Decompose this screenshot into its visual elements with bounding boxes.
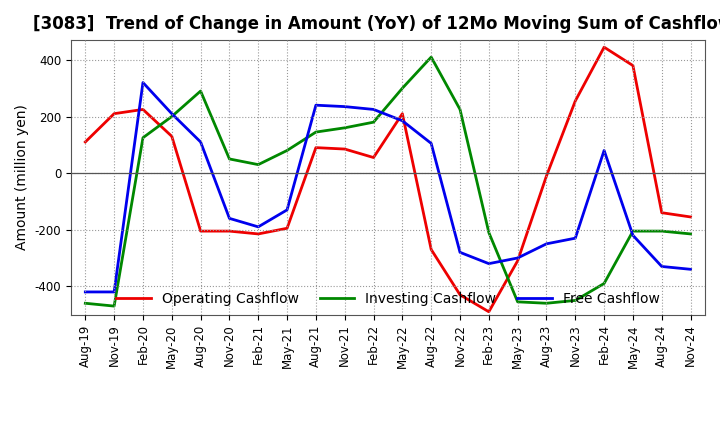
Operating Cashflow: [283, 226, 292, 231]
Investing Cashflow: [254, 162, 263, 167]
Investing Cashflow: [513, 299, 522, 304]
Free Cashflow: [571, 235, 580, 241]
Investing Cashflow: [629, 228, 637, 234]
Free Cashflow: [398, 118, 407, 123]
Free Cashflow: [139, 80, 148, 85]
Investing Cashflow: [456, 107, 464, 112]
Operating Cashflow: [629, 63, 637, 68]
Free Cashflow: [657, 264, 666, 269]
Operating Cashflow: [657, 210, 666, 215]
Investing Cashflow: [657, 228, 666, 234]
Line: Investing Cashflow: Investing Cashflow: [85, 57, 690, 306]
Free Cashflow: [427, 141, 436, 146]
Operating Cashflow: [513, 258, 522, 264]
Investing Cashflow: [542, 301, 551, 306]
Operating Cashflow: [197, 228, 205, 234]
Investing Cashflow: [312, 129, 320, 135]
Free Cashflow: [341, 104, 349, 109]
Investing Cashflow: [571, 298, 580, 303]
Line: Free Cashflow: Free Cashflow: [85, 83, 690, 292]
Operating Cashflow: [456, 292, 464, 297]
Investing Cashflow: [485, 230, 493, 235]
Free Cashflow: [369, 107, 378, 112]
Operating Cashflow: [168, 134, 176, 139]
Investing Cashflow: [427, 55, 436, 60]
Operating Cashflow: [571, 98, 580, 103]
Investing Cashflow: [600, 281, 608, 286]
Free Cashflow: [197, 139, 205, 145]
Line: Operating Cashflow: Operating Cashflow: [85, 47, 690, 312]
Investing Cashflow: [225, 156, 234, 161]
Free Cashflow: [254, 224, 263, 230]
Free Cashflow: [225, 216, 234, 221]
Y-axis label: Amount (million yen): Amount (million yen): [15, 104, 29, 250]
Operating Cashflow: [542, 173, 551, 179]
Operating Cashflow: [369, 155, 378, 160]
Operating Cashflow: [139, 107, 148, 112]
Operating Cashflow: [312, 145, 320, 150]
Investing Cashflow: [283, 148, 292, 153]
Free Cashflow: [485, 261, 493, 266]
Free Cashflow: [513, 255, 522, 260]
Operating Cashflow: [427, 247, 436, 252]
Investing Cashflow: [81, 301, 89, 306]
Title: [3083]  Trend of Change in Amount (YoY) of 12Mo Moving Sum of Cashflows: [3083] Trend of Change in Amount (YoY) o…: [33, 15, 720, 33]
Investing Cashflow: [197, 88, 205, 94]
Free Cashflow: [600, 148, 608, 153]
Free Cashflow: [456, 249, 464, 255]
Operating Cashflow: [686, 214, 695, 220]
Free Cashflow: [283, 207, 292, 213]
Free Cashflow: [542, 241, 551, 246]
Operating Cashflow: [81, 139, 89, 145]
Operating Cashflow: [600, 44, 608, 50]
Free Cashflow: [81, 290, 89, 295]
Operating Cashflow: [398, 111, 407, 116]
Investing Cashflow: [341, 125, 349, 131]
Investing Cashflow: [686, 231, 695, 237]
Free Cashflow: [110, 290, 119, 295]
Free Cashflow: [168, 111, 176, 116]
Operating Cashflow: [254, 231, 263, 237]
Operating Cashflow: [225, 228, 234, 234]
Investing Cashflow: [398, 85, 407, 91]
Free Cashflow: [686, 267, 695, 272]
Investing Cashflow: [369, 120, 378, 125]
Free Cashflow: [312, 103, 320, 108]
Legend: Operating Cashflow, Investing Cashflow, Free Cashflow: Operating Cashflow, Investing Cashflow, …: [109, 285, 667, 313]
Investing Cashflow: [168, 114, 176, 119]
Operating Cashflow: [485, 309, 493, 315]
Free Cashflow: [629, 233, 637, 238]
Investing Cashflow: [139, 135, 148, 140]
Investing Cashflow: [110, 304, 119, 309]
Operating Cashflow: [341, 147, 349, 152]
Operating Cashflow: [110, 111, 119, 116]
